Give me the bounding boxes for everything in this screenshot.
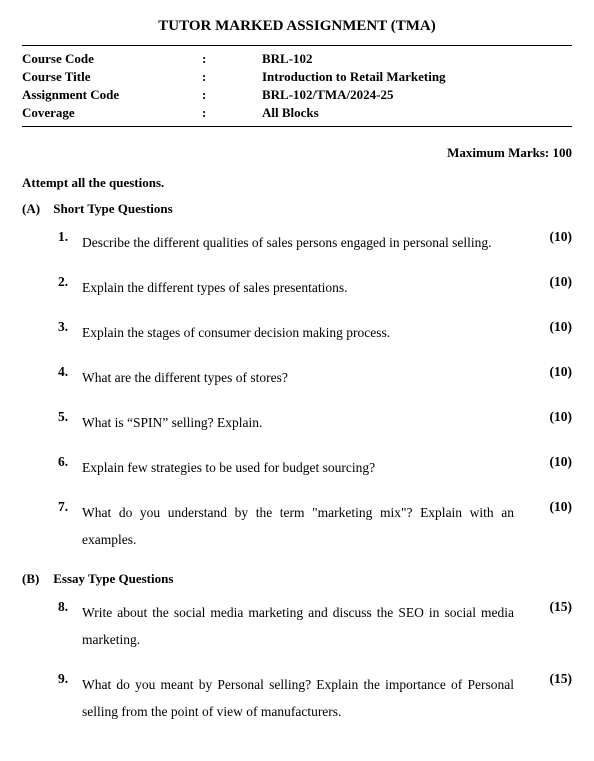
question-number: 4. bbox=[58, 364, 82, 380]
section-b-questions: 8. Write about the social media marketin… bbox=[58, 599, 572, 725]
section-b-title: Essay Type Questions bbox=[53, 571, 173, 586]
question-text: Write about the social media marketing a… bbox=[82, 599, 532, 653]
question-number: 5. bbox=[58, 409, 82, 425]
section-a-label: (A) bbox=[22, 201, 50, 217]
question-row: 7. What do you understand by the term "m… bbox=[58, 499, 572, 553]
info-value: Introduction to Retail Marketing bbox=[262, 68, 572, 86]
section-a-header: (A) Short Type Questions bbox=[22, 201, 572, 217]
question-number: 7. bbox=[58, 499, 82, 515]
divider-top bbox=[22, 45, 572, 46]
page-title: TUTOR MARKED ASSIGNMENT (TMA) bbox=[22, 18, 572, 35]
question-text: What do you understand by the term "mark… bbox=[82, 499, 532, 553]
info-row: Assignment Code : BRL-102/TMA/2024-25 bbox=[22, 86, 572, 104]
question-marks: (15) bbox=[532, 671, 572, 687]
question-text: What are the different types of stores? bbox=[82, 364, 532, 391]
info-colon: : bbox=[202, 50, 262, 68]
info-row: Course Code : BRL-102 bbox=[22, 50, 572, 68]
question-marks: (10) bbox=[532, 409, 572, 425]
question-number: 8. bbox=[58, 599, 82, 615]
question-text: What is “SPIN” selling? Explain. bbox=[82, 409, 532, 436]
info-label: Course Code bbox=[22, 50, 202, 68]
info-colon: : bbox=[202, 86, 262, 104]
question-marks: (15) bbox=[532, 599, 572, 615]
question-row: 2. Explain the different types of sales … bbox=[58, 274, 572, 301]
question-marks: (10) bbox=[532, 229, 572, 245]
section-a-questions: 1. Describe the different qualities of s… bbox=[58, 229, 572, 553]
question-marks: (10) bbox=[532, 454, 572, 470]
question-number: 2. bbox=[58, 274, 82, 290]
question-number: 6. bbox=[58, 454, 82, 470]
question-number: 1. bbox=[58, 229, 82, 245]
question-marks: (10) bbox=[532, 499, 572, 515]
question-row: 3. Explain the stages of consumer decisi… bbox=[58, 319, 572, 346]
info-colon: : bbox=[202, 68, 262, 86]
question-row: 9. What do you meant by Personal selling… bbox=[58, 671, 572, 725]
info-label: Course Title bbox=[22, 68, 202, 86]
question-row: 1. Describe the different qualities of s… bbox=[58, 229, 572, 256]
info-label: Coverage bbox=[22, 104, 202, 122]
question-text: Describe the different qualities of sale… bbox=[82, 229, 532, 256]
info-value: BRL-102 bbox=[262, 50, 572, 68]
question-row: 5. What is “SPIN” selling? Explain. (10) bbox=[58, 409, 572, 436]
question-marks: (10) bbox=[532, 274, 572, 290]
question-text: Explain the stages of consumer decision … bbox=[82, 319, 532, 346]
divider-bottom bbox=[22, 126, 572, 127]
question-number: 9. bbox=[58, 671, 82, 687]
question-marks: (10) bbox=[532, 319, 572, 335]
info-label: Assignment Code bbox=[22, 86, 202, 104]
info-colon: : bbox=[202, 104, 262, 122]
question-text: What do you meant by Personal selling? E… bbox=[82, 671, 532, 725]
section-b-label: (B) bbox=[22, 571, 50, 587]
info-value: BRL-102/TMA/2024-25 bbox=[262, 86, 572, 104]
question-number: 3. bbox=[58, 319, 82, 335]
section-b-header: (B) Essay Type Questions bbox=[22, 571, 572, 587]
info-value: All Blocks bbox=[262, 104, 572, 122]
question-row: 6. Explain few strategies to be used for… bbox=[58, 454, 572, 481]
maximum-marks: Maximum Marks: 100 bbox=[22, 145, 572, 161]
question-marks: (10) bbox=[532, 364, 572, 380]
question-text: Explain few strategies to be used for bu… bbox=[82, 454, 532, 481]
question-row: 8. Write about the social media marketin… bbox=[58, 599, 572, 653]
info-row: Course Title : Introduction to Retail Ma… bbox=[22, 68, 572, 86]
section-a-title: Short Type Questions bbox=[53, 201, 172, 216]
course-info-table: Course Code : BRL-102 Course Title : Int… bbox=[22, 50, 572, 122]
question-text: Explain the different types of sales pre… bbox=[82, 274, 532, 301]
instruction-text: Attempt all the questions. bbox=[22, 175, 572, 191]
question-row: 4. What are the different types of store… bbox=[58, 364, 572, 391]
info-row: Coverage : All Blocks bbox=[22, 104, 572, 122]
